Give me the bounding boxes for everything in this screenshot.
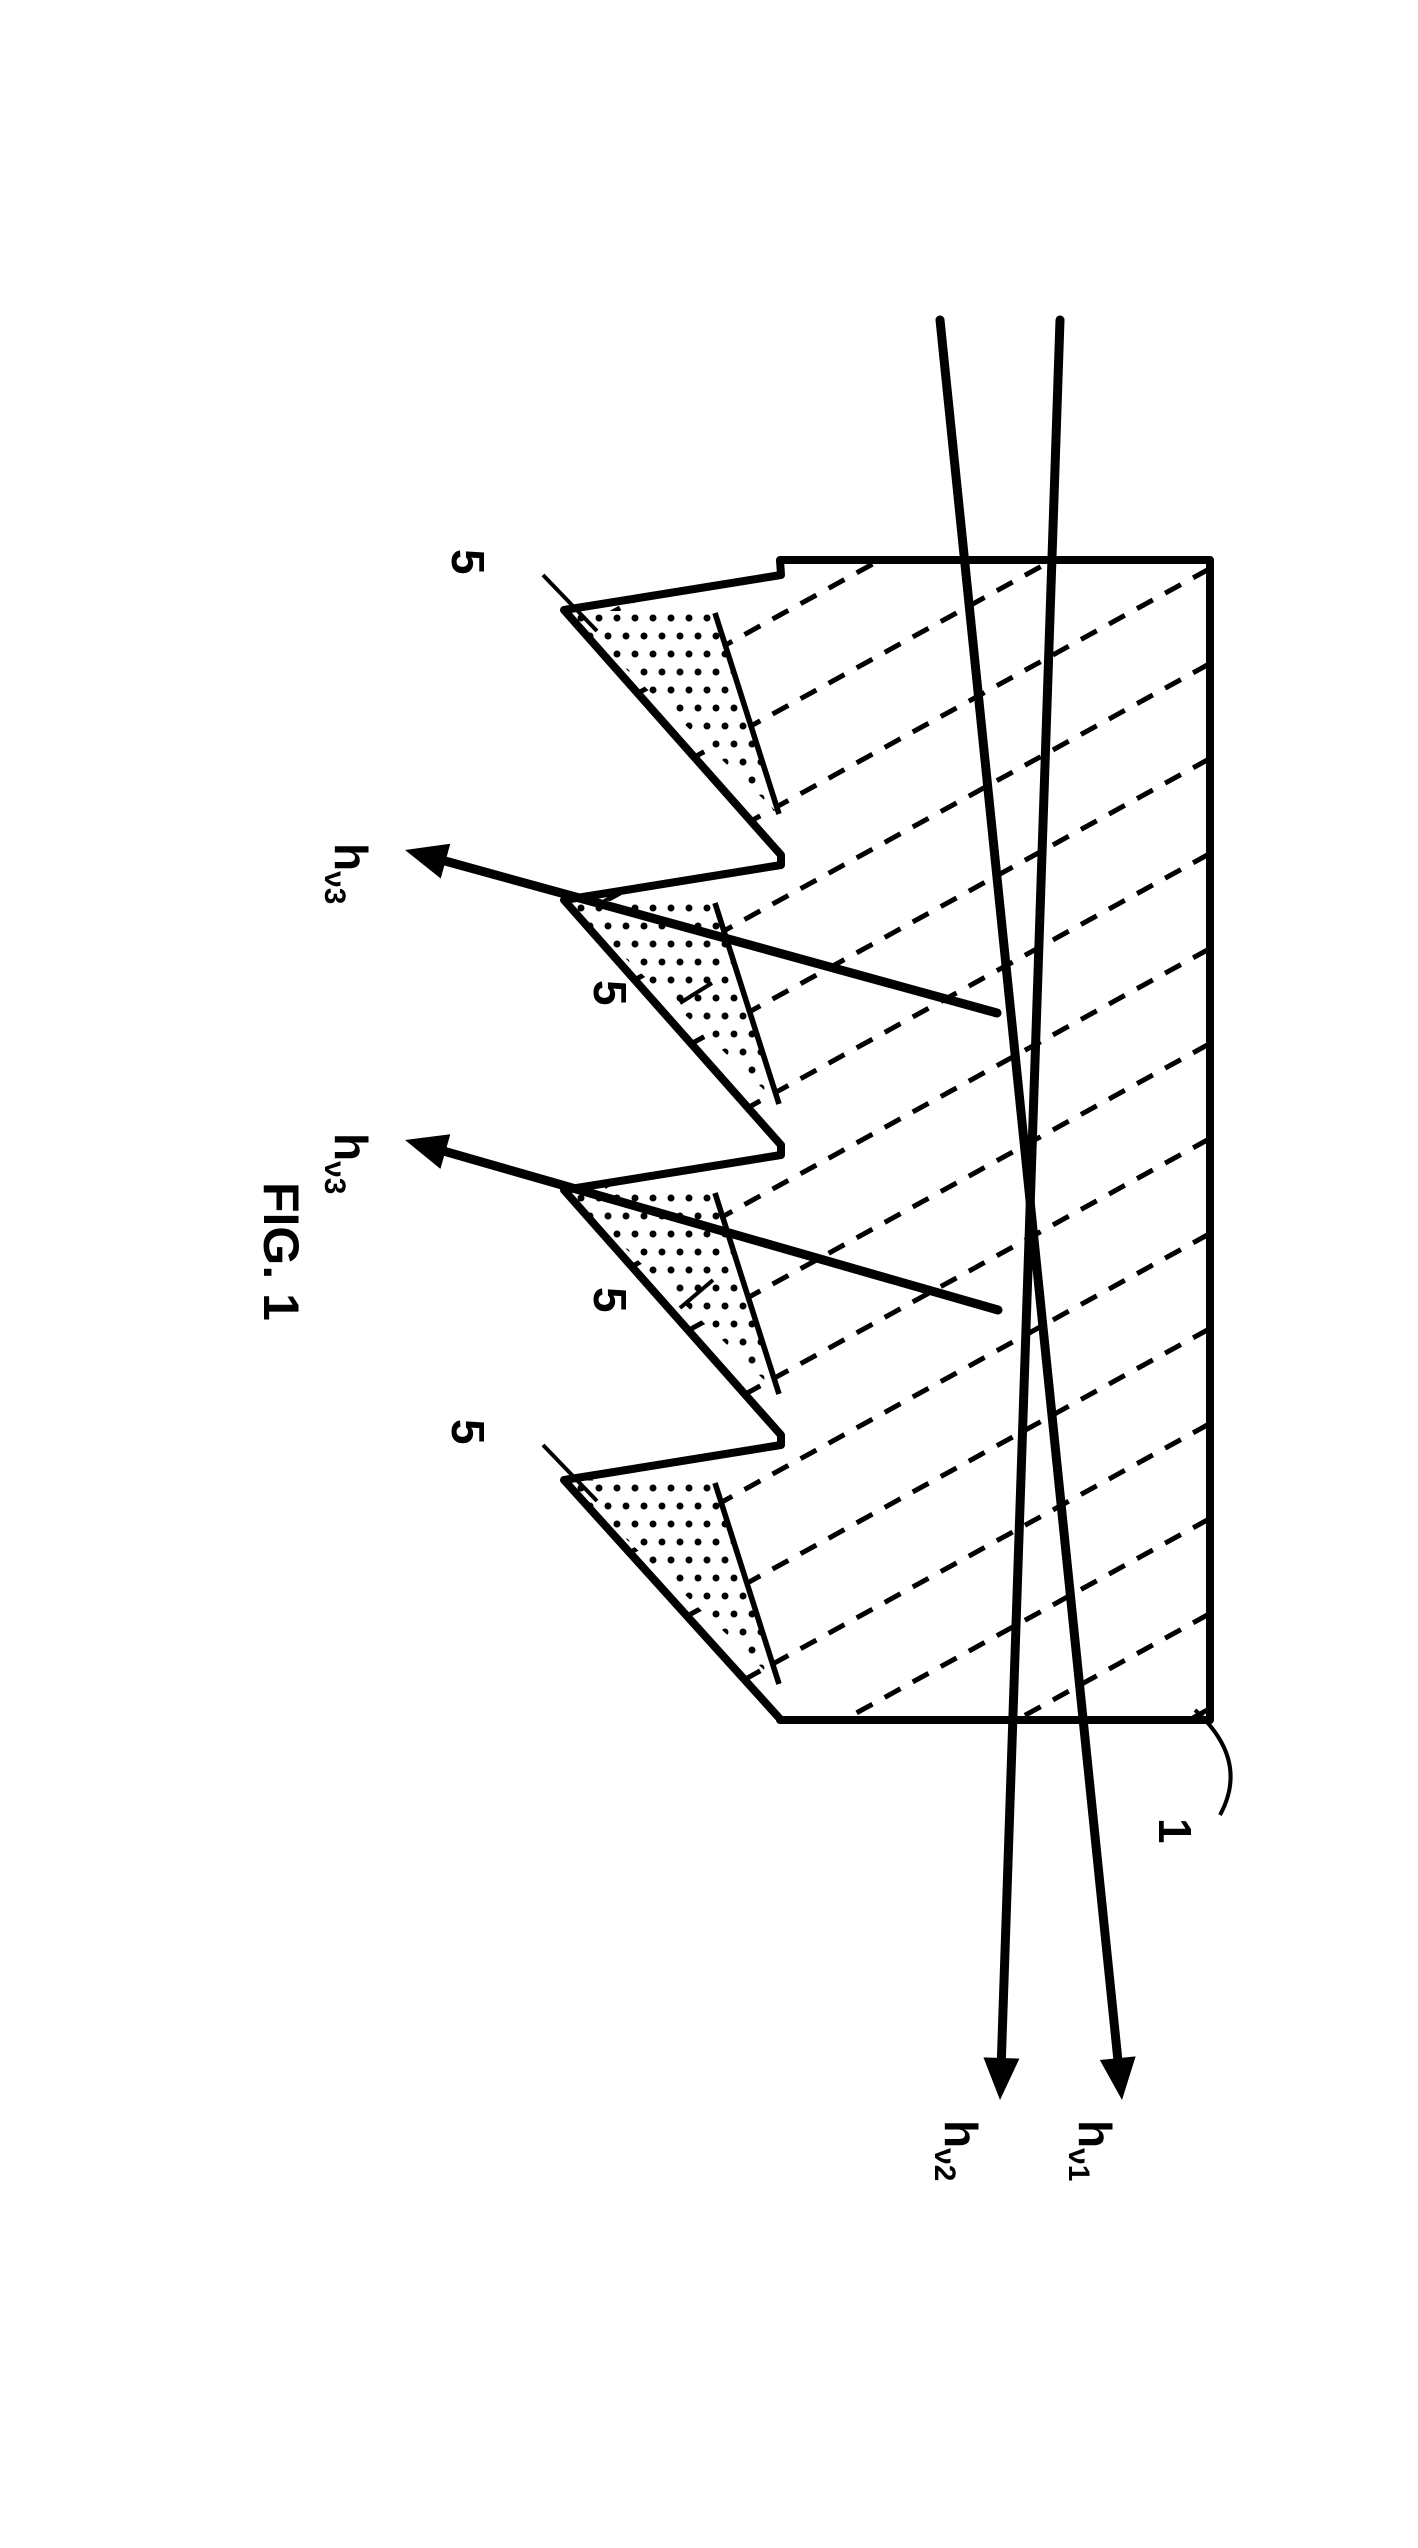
figure-drawing: [0, 0, 1418, 2548]
page: FIG. 1 1 5 5 5 5 hν1 hν2 hν3 hν3: [0, 0, 1418, 2548]
